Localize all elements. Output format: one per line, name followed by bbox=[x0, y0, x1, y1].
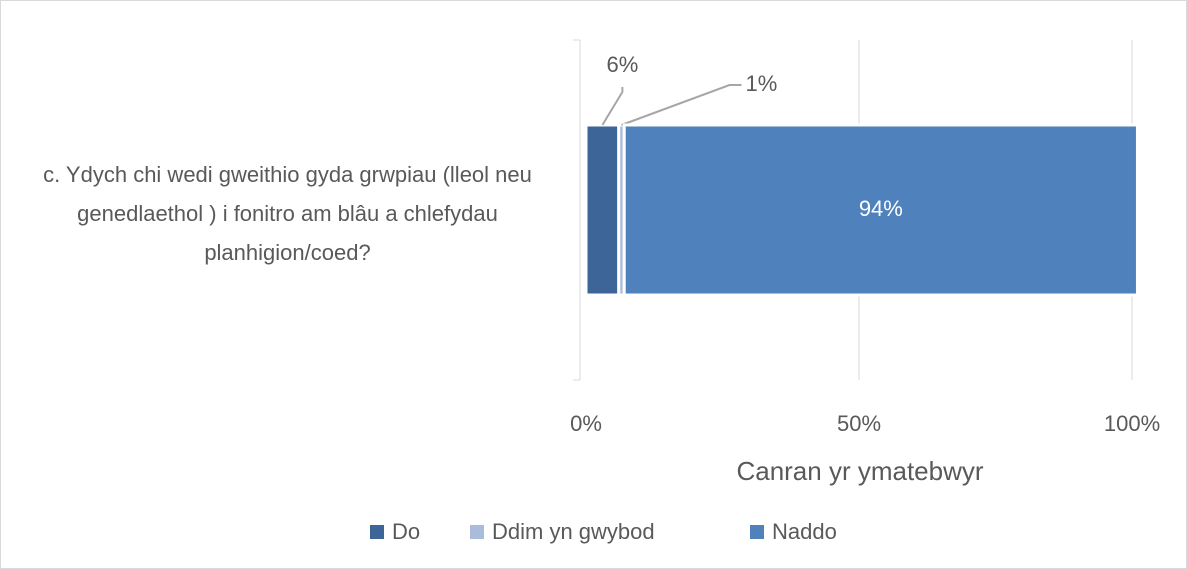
legend-label: Ddim yn gwybod bbox=[492, 519, 655, 544]
legend-swatch bbox=[370, 525, 384, 539]
legend-label: Naddo bbox=[772, 519, 837, 544]
x-axis-title: Canran yr ymatebwyr bbox=[736, 456, 983, 486]
category-label: c. Ydych chi wedi gweithio gyda grwpiau … bbox=[43, 162, 532, 265]
x-tick-label: 50% bbox=[837, 411, 881, 436]
legend-label: Do bbox=[392, 519, 420, 544]
x-tick-label: 0% bbox=[570, 411, 602, 436]
data-label: 6% bbox=[606, 52, 638, 77]
legend-swatch bbox=[470, 525, 484, 539]
data-label: 1% bbox=[745, 71, 777, 96]
leader-line bbox=[621, 84, 742, 126]
data-label: 94% bbox=[859, 196, 903, 221]
x-tick-label: 100% bbox=[1104, 411, 1160, 436]
bar-segment bbox=[584, 123, 621, 297]
bar-segment bbox=[622, 123, 1139, 297]
legend-swatch bbox=[750, 525, 764, 539]
leader-line bbox=[601, 87, 624, 126]
